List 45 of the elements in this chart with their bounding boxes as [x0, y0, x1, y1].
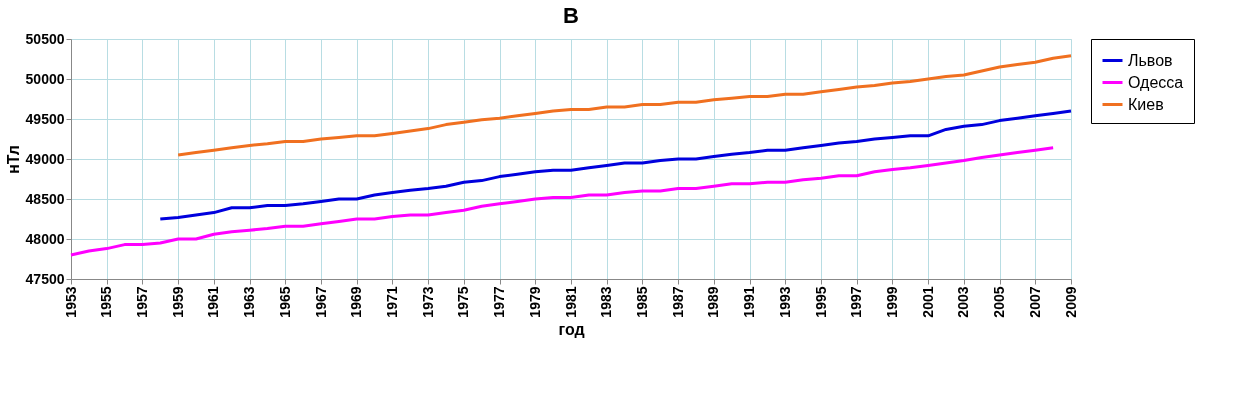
x-tick-label: 1969: [348, 286, 365, 318]
x-tick-label: 1959: [169, 286, 186, 318]
x-tick-label: 2007: [1026, 286, 1043, 318]
x-tick-label: 1987: [669, 286, 686, 318]
x-tick-label: 2003: [955, 286, 972, 318]
x-tick-label: 1981: [562, 286, 579, 318]
line-series: [69, 146, 1055, 257]
x-axis-title: год: [558, 320, 585, 338]
x-tick-label: 1957: [133, 286, 150, 318]
x-tick-label: 2001: [919, 286, 936, 318]
y-tick-label: 49500: [25, 110, 65, 127]
legend-label: Львов: [1128, 51, 1173, 69]
x-tick-label: 1985: [633, 286, 650, 318]
x-tick-label: 1993: [776, 286, 793, 318]
x-tick-label: 1967: [312, 286, 329, 318]
y-axis-title: нТл: [4, 145, 22, 174]
y-tick-label: 49000: [25, 150, 65, 167]
x-tick-label: 1973: [419, 286, 436, 318]
chart-title: В: [563, 3, 579, 28]
y-tick-label: 48500: [25, 190, 65, 207]
x-tick-label: 1999: [883, 286, 900, 318]
line-series: [176, 54, 1073, 157]
x-tick-label: 1989: [705, 286, 722, 318]
x-tick-label: 1961: [205, 286, 222, 318]
line-series: [158, 109, 1073, 221]
x-tick-label: 1979: [526, 286, 543, 318]
legend-label: Киев: [1128, 95, 1164, 113]
x-tick-label: 1995: [812, 286, 829, 318]
y-tick-label: 50500: [25, 30, 65, 47]
x-tick-label: 1971: [383, 286, 400, 318]
y-tick-label: 50000: [25, 70, 65, 87]
x-tick-label: 1991: [741, 286, 758, 318]
x-tick-label: 1965: [276, 286, 293, 318]
x-tick-label: 1953: [62, 286, 79, 318]
y-tick-label: 47500: [25, 270, 65, 287]
x-tick-label: 1997: [848, 286, 865, 318]
x-tick-label: 1955: [98, 286, 115, 318]
x-tick-label: 1983: [598, 286, 615, 318]
x-tick-label: 1963: [241, 286, 258, 318]
x-tick-label: 2009: [1062, 286, 1079, 318]
legend-label: Одесса: [1128, 73, 1184, 91]
x-tick-label: 2005: [991, 286, 1008, 318]
y-tick-label: 48000: [25, 230, 65, 247]
x-tick-label: 1977: [491, 286, 508, 318]
x-tick-label: 1975: [455, 286, 472, 318]
